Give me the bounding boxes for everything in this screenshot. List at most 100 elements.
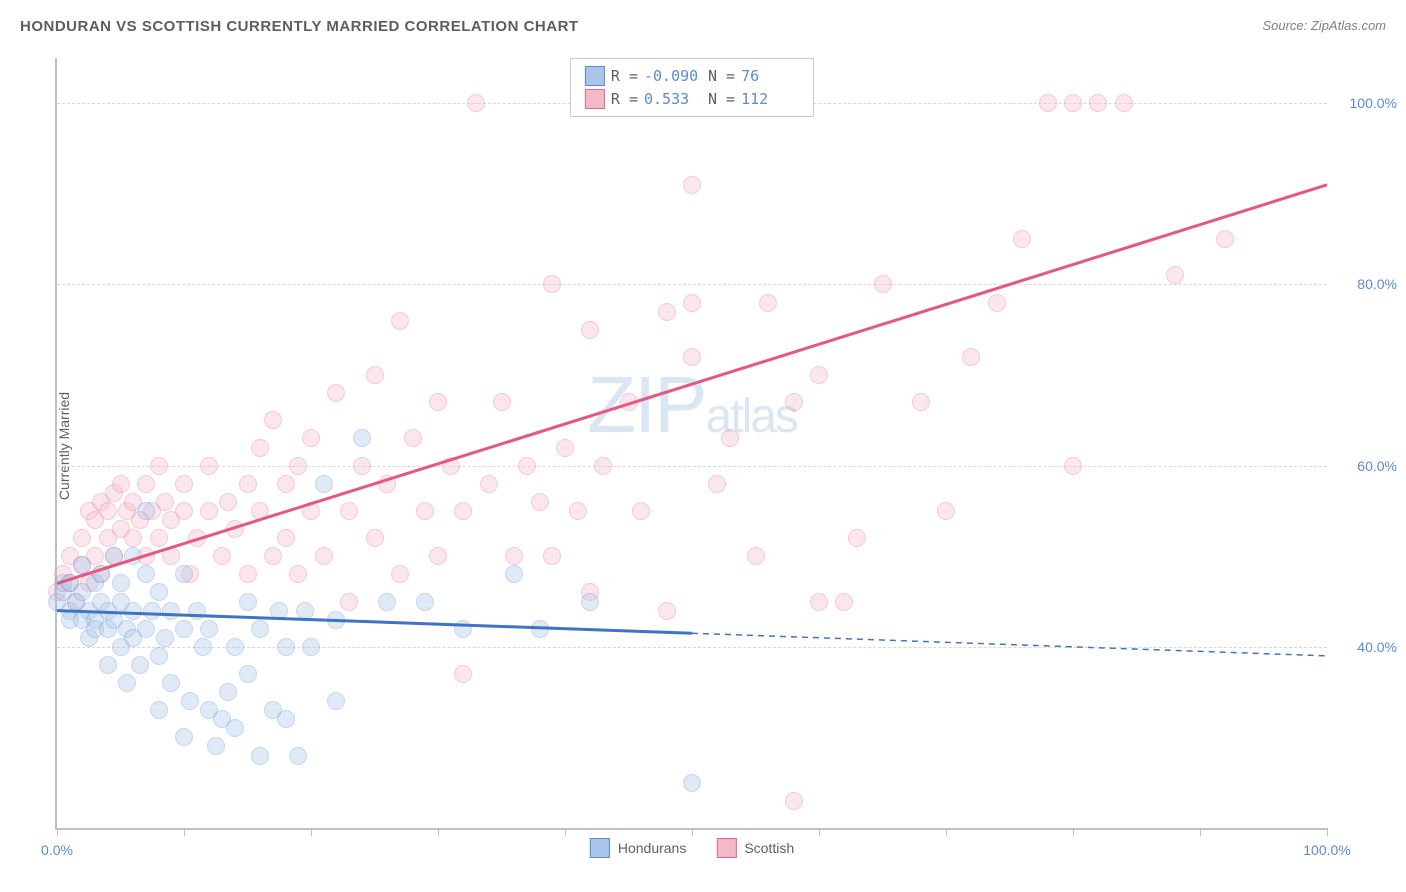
- x-tick-label: 0.0%: [41, 842, 73, 858]
- data-point-hondurans: [175, 565, 193, 583]
- data-point-scottish: [747, 547, 765, 565]
- data-point-scottish: [150, 529, 168, 547]
- data-point-scottish: [620, 393, 638, 411]
- data-point-scottish: [810, 366, 828, 384]
- chart-title: HONDURAN VS SCOTTISH CURRENTLY MARRIED C…: [20, 18, 579, 35]
- x-tick: [692, 828, 693, 836]
- data-point-scottish: [73, 529, 91, 547]
- legend-row-scottish: R = 0.533 N = 112: [585, 88, 799, 111]
- data-point-scottish: [569, 502, 587, 520]
- data-point-scottish: [543, 275, 561, 293]
- data-point-scottish: [912, 393, 930, 411]
- data-point-scottish: [1013, 230, 1031, 248]
- data-point-scottish: [289, 457, 307, 475]
- x-tick: [565, 828, 566, 836]
- data-point-hondurans: [175, 728, 193, 746]
- data-point-hondurans: [251, 620, 269, 638]
- data-point-scottish: [340, 502, 358, 520]
- data-point-scottish: [239, 565, 257, 583]
- x-tick: [184, 828, 185, 836]
- data-point-scottish: [391, 565, 409, 583]
- data-point-scottish: [264, 547, 282, 565]
- trend-line: [57, 185, 1327, 584]
- data-point-scottish: [264, 411, 282, 429]
- data-point-scottish: [480, 475, 498, 493]
- data-point-hondurans: [239, 593, 257, 611]
- swatch-hondurans: [585, 66, 605, 86]
- data-point-hondurans: [118, 674, 136, 692]
- y-tick-label: 60.0%: [1357, 458, 1397, 474]
- data-point-scottish: [721, 429, 739, 447]
- data-point-scottish: [124, 529, 142, 547]
- data-point-scottish: [658, 602, 676, 620]
- data-point-hondurans: [124, 547, 142, 565]
- data-point-hondurans: [137, 502, 155, 520]
- data-point-scottish: [315, 547, 333, 565]
- data-point-scottish: [454, 665, 472, 683]
- data-point-hondurans: [150, 701, 168, 719]
- data-point-hondurans: [251, 747, 269, 765]
- data-point-hondurans: [219, 683, 237, 701]
- data-point-scottish: [658, 303, 676, 321]
- source-attribution: Source: ZipAtlas.com: [1262, 18, 1386, 33]
- legend-label-scottish: Scottish: [744, 840, 794, 856]
- swatch-hondurans-icon: [590, 838, 610, 858]
- data-point-hondurans: [327, 611, 345, 629]
- data-point-scottish: [327, 384, 345, 402]
- n-value-scottish: 112: [741, 88, 799, 111]
- data-point-scottish: [505, 547, 523, 565]
- data-point-hondurans: [315, 475, 333, 493]
- data-point-hondurans: [302, 638, 320, 656]
- data-point-scottish: [302, 502, 320, 520]
- data-point-scottish: [1166, 266, 1184, 284]
- trend-lines-svg: [57, 58, 1327, 828]
- correlation-legend: R = -0.090 N = 76 R = 0.533 N = 112: [570, 58, 814, 117]
- data-point-scottish: [1064, 457, 1082, 475]
- data-point-scottish: [289, 565, 307, 583]
- data-point-hondurans: [156, 629, 174, 647]
- legend-item-hondurans: Hondurans: [590, 838, 687, 858]
- data-point-scottish: [493, 393, 511, 411]
- data-point-scottish: [302, 429, 320, 447]
- data-point-scottish: [340, 593, 358, 611]
- data-point-hondurans: [226, 719, 244, 737]
- x-tick: [1327, 828, 1328, 836]
- data-point-scottish: [708, 475, 726, 493]
- x-tick: [1200, 828, 1201, 836]
- data-point-hondurans: [175, 620, 193, 638]
- data-point-hondurans: [416, 593, 434, 611]
- x-tick: [311, 828, 312, 836]
- data-point-scottish: [219, 493, 237, 511]
- data-point-hondurans: [92, 565, 110, 583]
- data-point-hondurans: [150, 647, 168, 665]
- data-point-scottish: [835, 593, 853, 611]
- data-point-scottish: [962, 348, 980, 366]
- data-point-hondurans: [112, 574, 130, 592]
- gridline-h: [57, 284, 1327, 285]
- data-point-scottish: [416, 502, 434, 520]
- data-point-scottish: [200, 502, 218, 520]
- data-point-scottish: [429, 393, 447, 411]
- data-point-scottish: [937, 502, 955, 520]
- data-point-scottish: [251, 502, 269, 520]
- data-point-scottish: [442, 457, 460, 475]
- data-point-scottish: [683, 176, 701, 194]
- data-point-scottish: [277, 475, 295, 493]
- data-point-scottish: [874, 275, 892, 293]
- data-point-scottish: [454, 502, 472, 520]
- data-point-hondurans: [581, 593, 599, 611]
- data-point-scottish: [226, 520, 244, 538]
- data-point-scottish: [683, 294, 701, 312]
- data-point-hondurans: [73, 556, 91, 574]
- legend-item-scottish: Scottish: [716, 838, 794, 858]
- data-point-hondurans: [99, 656, 117, 674]
- data-point-scottish: [156, 493, 174, 511]
- r-value-hondurans: -0.090: [644, 65, 702, 88]
- data-point-scottish: [1216, 230, 1234, 248]
- data-point-scottish: [1064, 94, 1082, 112]
- data-point-scottish: [581, 321, 599, 339]
- data-point-scottish: [556, 439, 574, 457]
- data-point-hondurans: [226, 638, 244, 656]
- x-tick: [1073, 828, 1074, 836]
- data-point-scottish: [251, 439, 269, 457]
